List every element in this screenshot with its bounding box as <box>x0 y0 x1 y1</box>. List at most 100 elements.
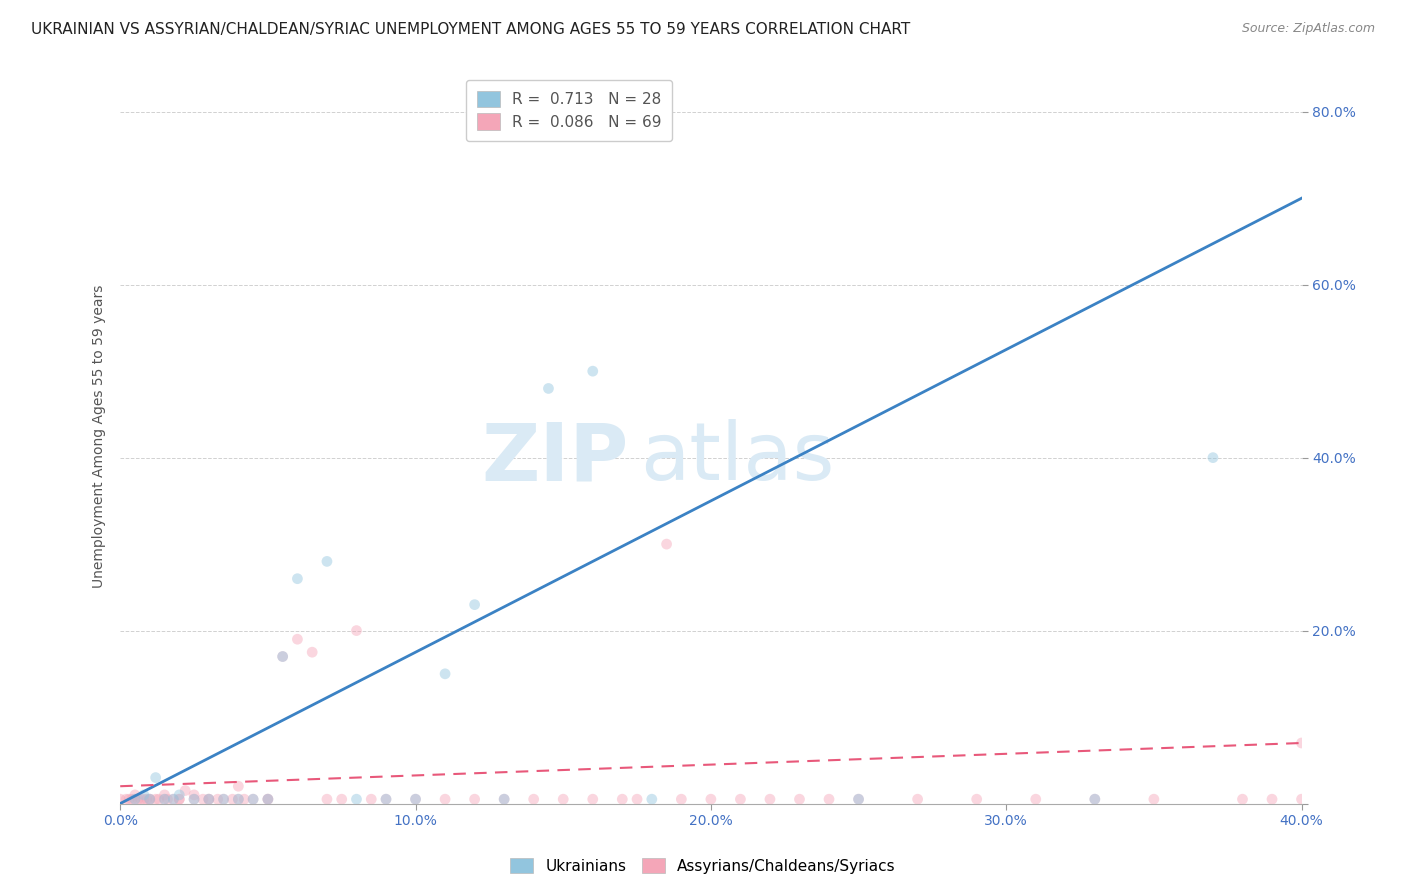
Point <box>464 792 486 806</box>
Point <box>228 779 250 793</box>
Point <box>191 792 214 806</box>
Point <box>228 792 250 806</box>
Point <box>641 792 664 806</box>
Point <box>405 792 427 806</box>
Point <box>153 792 176 806</box>
Text: UKRAINIAN VS ASSYRIAN/CHALDEAN/SYRIAC UNEMPLOYMENT AMONG AGES 55 TO 59 YEARS COR: UKRAINIAN VS ASSYRIAN/CHALDEAN/SYRIAC UN… <box>31 22 910 37</box>
Point <box>759 792 782 806</box>
Point <box>169 788 191 802</box>
Point <box>626 792 648 806</box>
Point <box>700 792 723 806</box>
Point <box>257 792 280 806</box>
Point <box>153 792 176 806</box>
Point <box>183 788 205 802</box>
Point <box>346 792 368 806</box>
Point <box>257 792 280 806</box>
Point <box>132 788 155 802</box>
Point <box>553 792 575 806</box>
Point <box>156 792 179 806</box>
Point <box>848 792 870 806</box>
Point <box>287 632 309 647</box>
Point <box>118 792 141 806</box>
Point <box>257 792 280 806</box>
Point <box>242 792 264 806</box>
Point <box>242 792 264 806</box>
Text: ZIP: ZIP <box>481 419 628 497</box>
Point <box>434 666 457 681</box>
Point <box>405 792 427 806</box>
Point <box>162 792 184 806</box>
Point <box>346 624 368 638</box>
Point <box>360 792 382 806</box>
Point <box>907 792 929 806</box>
Point <box>139 792 162 806</box>
Point <box>612 792 634 806</box>
Point <box>464 598 486 612</box>
Point <box>966 792 988 806</box>
Point <box>233 792 256 806</box>
Text: atlas: atlas <box>640 419 834 497</box>
Point <box>848 792 870 806</box>
Point <box>655 537 678 551</box>
Point <box>174 783 197 797</box>
Legend: R =  0.713   N = 28, R =  0.086   N = 69: R = 0.713 N = 28, R = 0.086 N = 69 <box>467 79 672 141</box>
Point <box>287 572 309 586</box>
Point <box>1143 792 1166 806</box>
Point <box>730 792 752 806</box>
Point <box>198 792 221 806</box>
Point <box>124 792 146 806</box>
Point <box>1084 792 1107 806</box>
Point <box>1291 736 1313 750</box>
Point <box>1025 792 1047 806</box>
Point <box>162 792 184 806</box>
Point <box>1261 792 1284 806</box>
Point <box>145 792 167 806</box>
Point <box>271 649 294 664</box>
Point <box>135 792 157 806</box>
Point <box>169 792 191 806</box>
Point <box>1232 792 1254 806</box>
Point <box>153 788 176 802</box>
Point <box>145 771 167 785</box>
Point <box>818 792 841 806</box>
Point <box>789 792 811 806</box>
Point <box>110 792 132 806</box>
Point <box>127 792 149 806</box>
Point <box>132 792 155 806</box>
Point <box>139 792 162 806</box>
Point <box>139 792 162 806</box>
Point <box>271 649 294 664</box>
Point <box>582 792 605 806</box>
Point <box>115 792 138 806</box>
Point <box>582 364 605 378</box>
Point <box>221 792 243 806</box>
Point <box>316 554 339 568</box>
Point <box>212 792 235 806</box>
Point <box>316 792 339 806</box>
Point <box>198 792 221 806</box>
Point <box>198 792 221 806</box>
Point <box>494 792 516 806</box>
Point <box>1084 792 1107 806</box>
Point <box>1202 450 1225 465</box>
Point <box>212 792 235 806</box>
Point <box>228 792 250 806</box>
Point <box>375 792 398 806</box>
Point <box>434 792 457 806</box>
Point <box>169 792 191 806</box>
Point <box>375 792 398 806</box>
Y-axis label: Unemployment Among Ages 55 to 59 years: Unemployment Among Ages 55 to 59 years <box>93 285 107 588</box>
Point <box>1291 792 1313 806</box>
Point <box>330 792 353 806</box>
Text: Source: ZipAtlas.com: Source: ZipAtlas.com <box>1241 22 1375 36</box>
Point <box>124 792 146 806</box>
Point <box>124 788 146 802</box>
Point <box>121 792 143 806</box>
Point <box>494 792 516 806</box>
Point <box>671 792 693 806</box>
Point <box>129 792 152 806</box>
Legend: Ukrainians, Assyrians/Chaldeans/Syriacs: Ukrainians, Assyrians/Chaldeans/Syriacs <box>505 852 901 880</box>
Point <box>523 792 546 806</box>
Point <box>301 645 323 659</box>
Point <box>207 792 229 806</box>
